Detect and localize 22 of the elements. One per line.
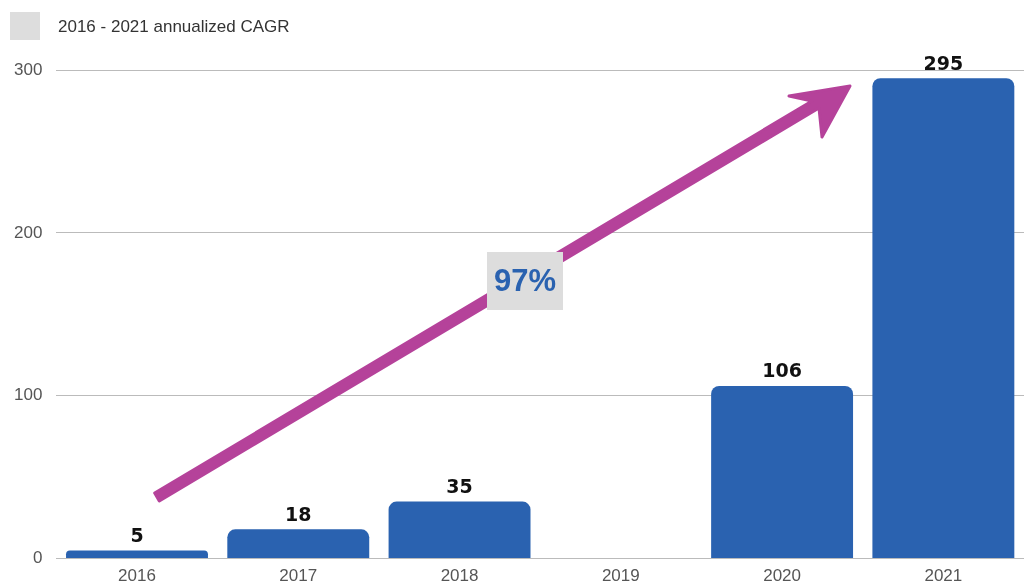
text: 2016 - 2021 annualized CAGR [58,17,290,37]
x-tick-label: 2019 [601,566,640,586]
x-tick-label: 2021 [924,566,963,586]
bar [66,550,208,559]
y-tick-label: 100 [13,385,43,405]
x-tick-label: 2018 [440,566,479,586]
y-tick-label: 300 [13,59,43,79]
bar [388,501,531,559]
bar [711,385,854,559]
x-tick-label: 2020 [763,566,802,586]
bar [227,529,370,559]
data-label: 35 [446,475,473,498]
annotation: 97% [487,252,563,310]
x-tick-label: 2016 [118,566,156,586]
data-label: 106 [762,359,802,382]
data-label: 5 [130,523,144,546]
data-label: 18 [285,502,312,525]
y-tick-label: 0 [32,548,43,568]
x-tick-label: 2017 [279,566,318,586]
bar [872,78,1015,559]
data-label: 295 [923,51,964,74]
y-tick-label: 200 [13,222,43,242]
